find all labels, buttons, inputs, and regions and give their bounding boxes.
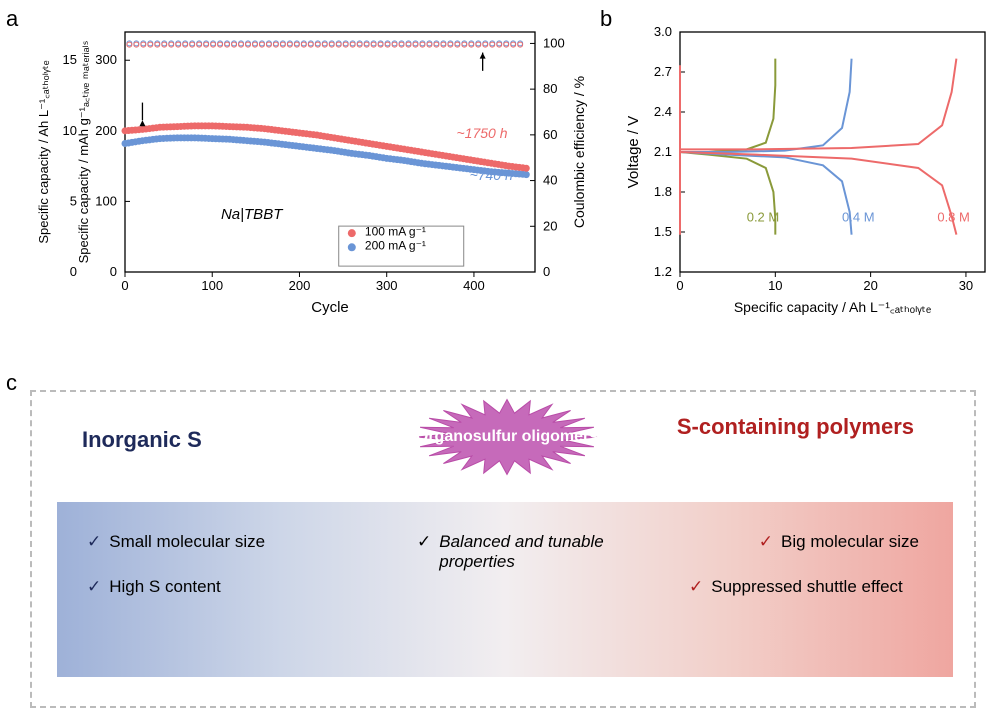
svg-text:Na|TBBT: Na|TBBT <box>221 206 284 223</box>
panel-b-svg: 0 10 20 30 1.2 1.5 1.8 2.1 2.4 2.7 3.0 Specific cap… <box>620 20 1000 320</box>
svg-text:60: 60 <box>543 127 557 142</box>
panel-a-label: a <box>6 6 18 32</box>
svg-text:10: 10 <box>768 278 782 293</box>
svg-text:30: 30 <box>959 278 973 293</box>
svg-text:300: 300 <box>376 278 398 293</box>
svg-text:2.7: 2.7 <box>654 64 672 79</box>
svg-text:300: 300 <box>95 52 117 67</box>
svg-text:0: 0 <box>121 278 128 293</box>
check-right-2: ✓ Suppressed shuttle effect <box>689 577 919 597</box>
svg-text:20: 20 <box>543 218 557 233</box>
svg-text:0.8 M: 0.8 M <box>937 209 970 224</box>
svg-text:0: 0 <box>70 264 77 279</box>
check-left-2: ✓ High S content <box>87 577 221 597</box>
svg-text:3.0: 3.0 <box>654 24 672 39</box>
svg-text:~740 h: ~740 h <box>470 167 513 183</box>
svg-text:200: 200 <box>289 278 311 293</box>
svg-text:0.2 M: 0.2 M <box>747 209 780 224</box>
svg-text:100: 100 <box>543 35 565 50</box>
check-text: Balanced and tunable properties <box>439 532 607 572</box>
svg-text:400: 400 <box>463 278 485 293</box>
svg-text:40: 40 <box>543 173 557 188</box>
svg-text:100: 100 <box>201 278 223 293</box>
panel-a: 0100200300400010020030005101502040608010… <box>30 20 590 320</box>
panel-a-svg: 0100200300400010020030005101502040608010… <box>30 20 590 320</box>
check-icon: ✓ <box>417 532 431 552</box>
svg-text:Specific capacity / Ah L⁻¹꜀ₐₜₕ: Specific capacity / Ah L⁻¹꜀ₐₜₕₒₗᵧₜₑ <box>36 60 51 243</box>
svg-text:Specific capacity / Ah L⁻¹꜀ₐₜₕ: Specific capacity / Ah L⁻¹꜀ₐₜₕₒₗᵧₜₑ <box>734 299 931 315</box>
svg-text:20: 20 <box>863 278 877 293</box>
check-icon: ✓ <box>87 532 101 552</box>
panel-b: 0 10 20 30 1.2 1.5 1.8 2.1 2.4 2.7 3.0 Specific cap… <box>620 20 1000 320</box>
svg-text:~1750 h: ~1750 h <box>456 125 507 141</box>
panel-b-label: b <box>600 6 612 32</box>
svg-text:Coulombic efficiency / %: Coulombic efficiency / % <box>571 76 587 228</box>
svg-text:200 mA g⁻¹: 200 mA g⁻¹ <box>365 238 426 252</box>
panel-c-label: c <box>6 370 17 396</box>
check-right-1: ✓ Big molecular size <box>759 532 919 552</box>
title-s-polymers: S-containing polymers <box>677 414 914 439</box>
svg-text:1.5: 1.5 <box>654 224 672 239</box>
svg-text:2.4: 2.4 <box>654 104 672 119</box>
check-text: Big molecular size <box>781 532 919 552</box>
svg-text:10: 10 <box>63 123 77 138</box>
starburst-badge: Organosulfur oligomers <box>397 392 617 482</box>
svg-text:Specific capacity / mAh g⁻¹ₐ꜀ₜ: Specific capacity / mAh g⁻¹ₐ꜀ₜᵢᵥₑ ₘₐₜₑᵣᵢ… <box>76 40 91 263</box>
svg-text:1.8: 1.8 <box>654 184 672 199</box>
check-text: High S content <box>109 577 221 597</box>
svg-text:2.1: 2.1 <box>654 144 672 159</box>
starburst-text: Organosulfur oligomers <box>397 392 617 482</box>
svg-text:Cycle: Cycle <box>311 299 349 316</box>
svg-text:15: 15 <box>63 52 77 67</box>
check-text: Small molecular size <box>109 532 265 552</box>
svg-text:0: 0 <box>676 278 683 293</box>
check-icon: ✓ <box>87 577 101 597</box>
svg-text:0: 0 <box>543 264 550 279</box>
svg-text:100: 100 <box>95 193 117 208</box>
check-icon: ✓ <box>689 577 703 597</box>
check-center-1: ✓ Balanced and tunable properties <box>417 532 607 572</box>
svg-text:0: 0 <box>110 264 117 279</box>
check-icon: ✓ <box>759 532 773 552</box>
svg-text:0.4 M: 0.4 M <box>842 209 875 224</box>
check-left-1: ✓ Small molecular size <box>87 532 265 552</box>
check-text: Suppressed shuttle effect <box>711 577 903 597</box>
panel-c-box: Inorganic S S-containing polymers Organo… <box>30 390 976 708</box>
svg-text:Voltage / V: Voltage / V <box>625 116 642 189</box>
svg-text:100 mA g⁻¹: 100 mA g⁻¹ <box>365 224 426 238</box>
title-inorganic-s: Inorganic S <box>82 427 202 453</box>
svg-text:200: 200 <box>95 123 117 138</box>
svg-text:1.2: 1.2 <box>654 264 672 279</box>
svg-text:80: 80 <box>543 81 557 96</box>
